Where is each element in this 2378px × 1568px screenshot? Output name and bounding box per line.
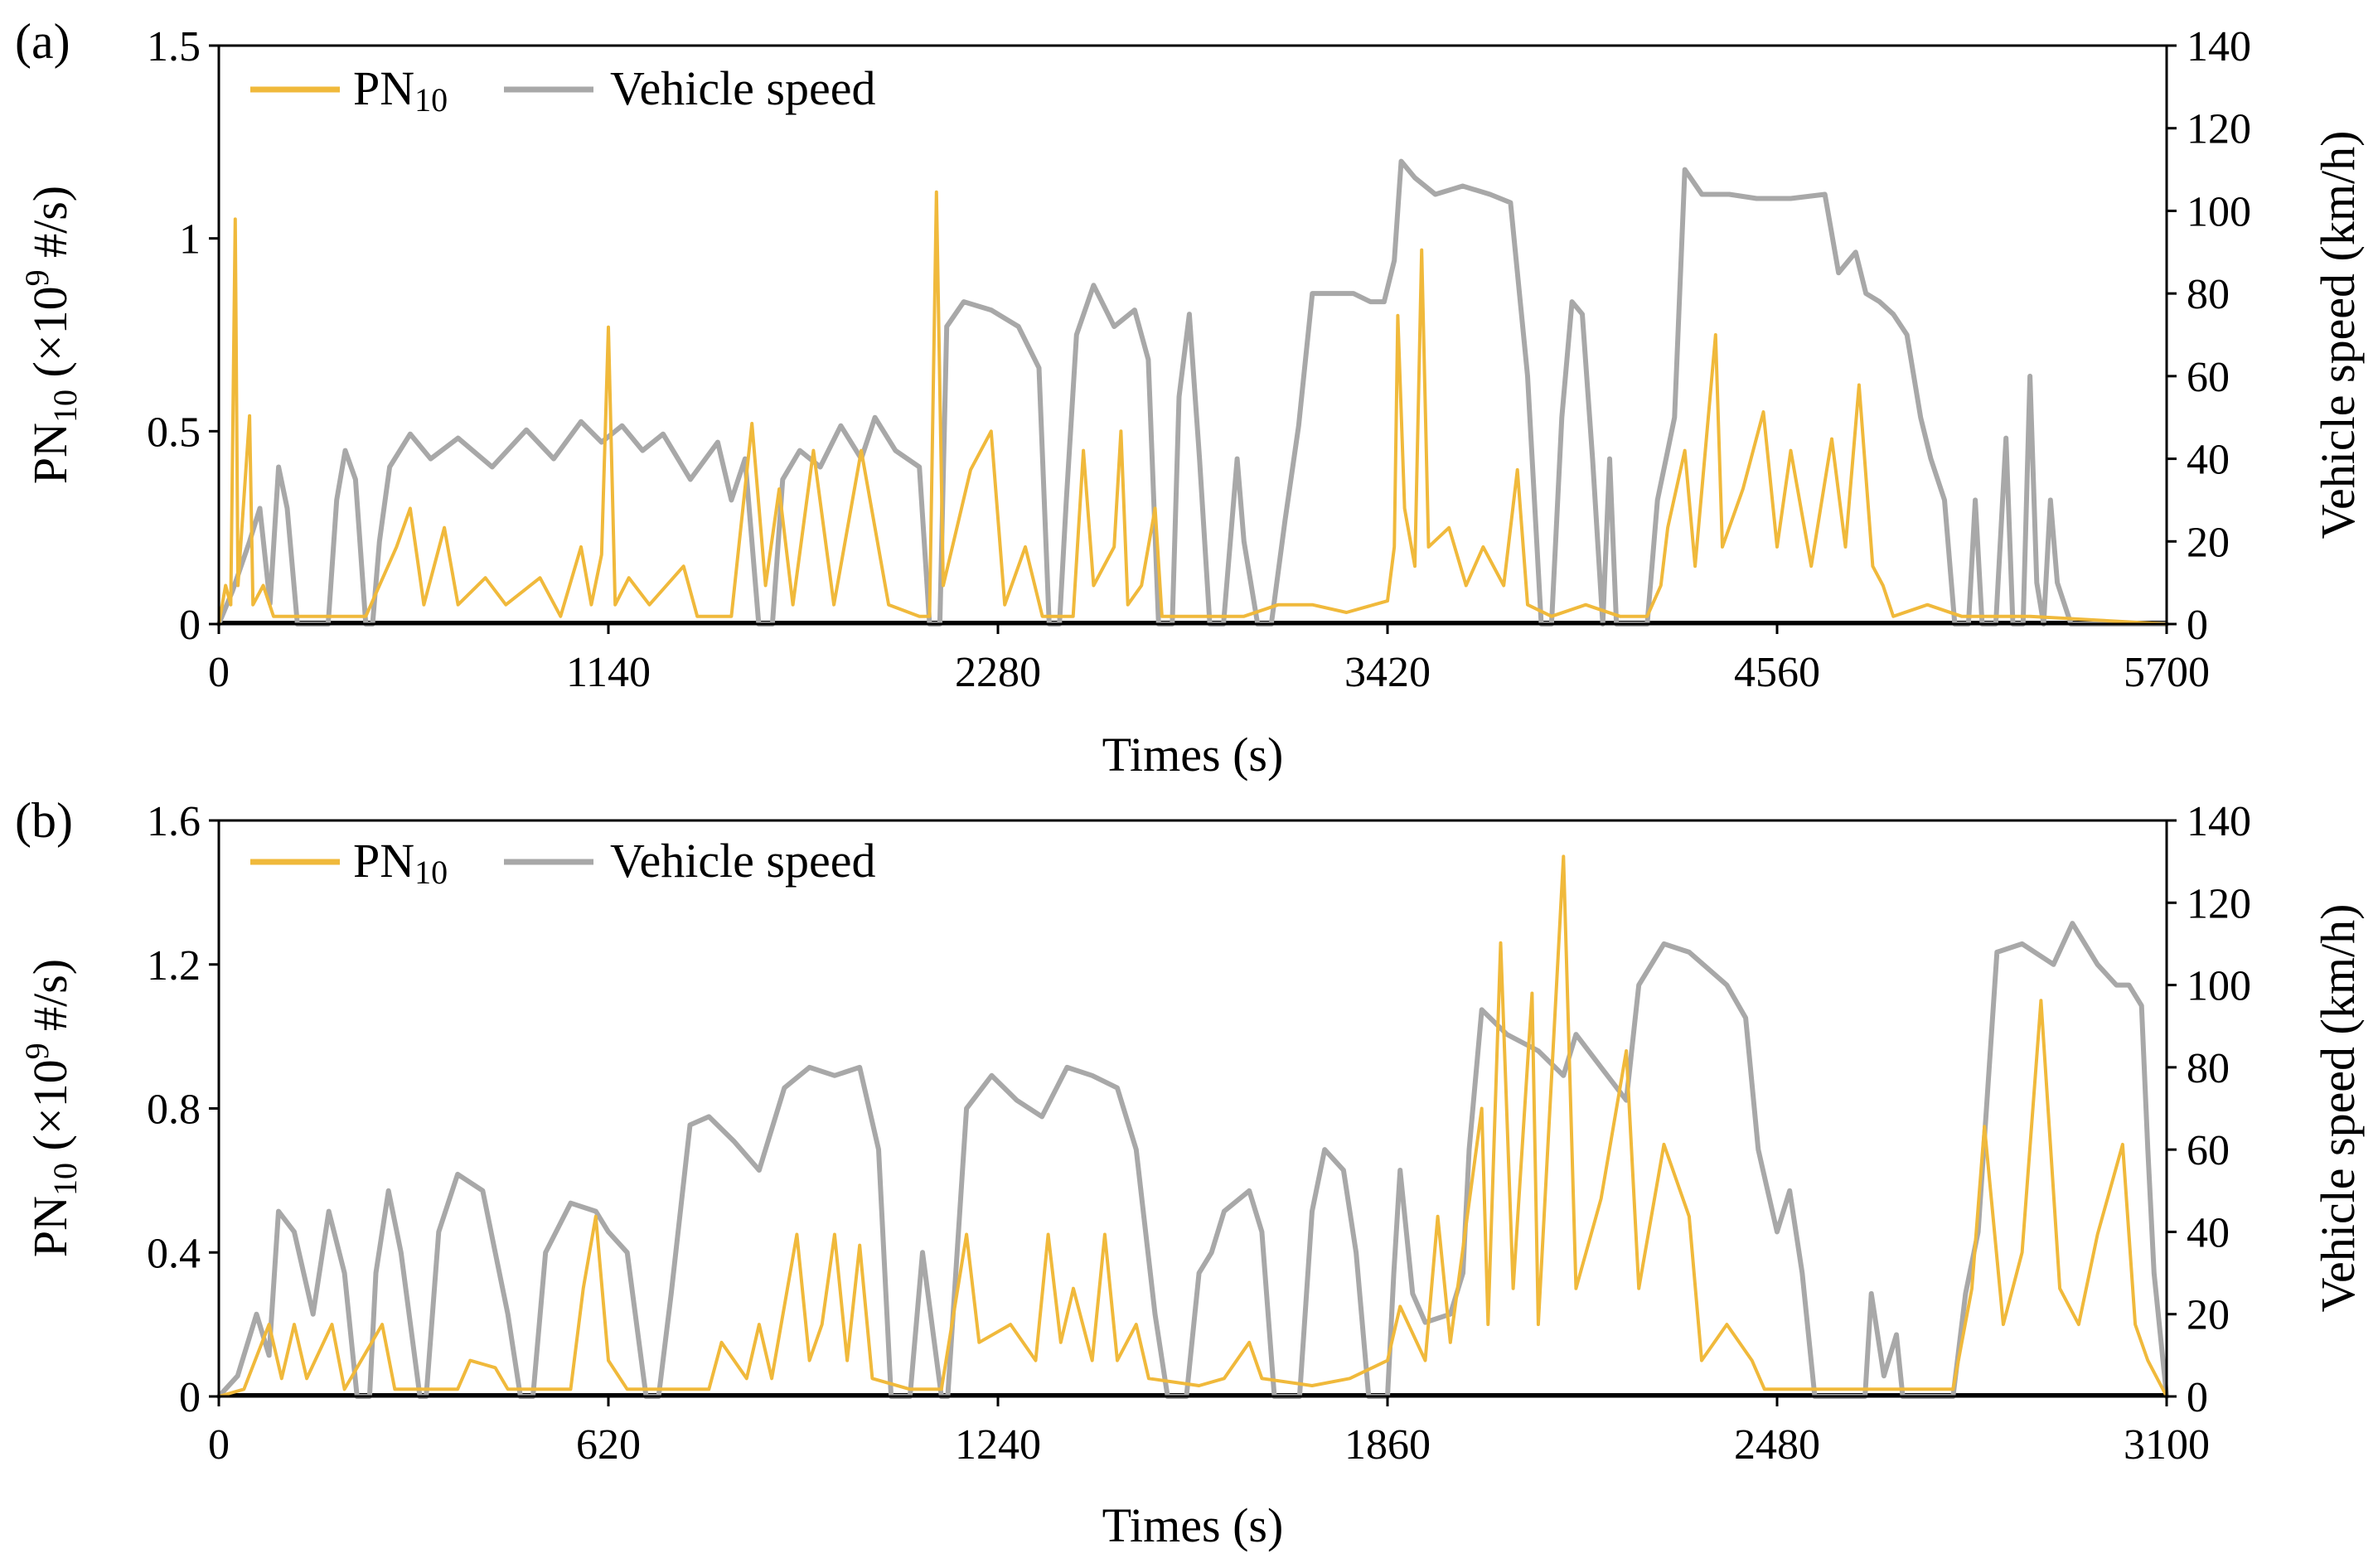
panel-a-speed-series-line	[216, 158, 2169, 627]
panel-b-right-y-tick-label: 140	[2187, 798, 2251, 845]
panel-a-right-y-tick-label: 0	[2187, 602, 2208, 649]
panel-b-x-tick-label: 2480	[1734, 1421, 1820, 1469]
panel-b-legend: PN10 Vehicle speed	[250, 834, 875, 891]
panel-b-left-y-axis-label: PN10 (×109 #/s)	[18, 959, 84, 1257]
panel-b-left-y-tick-label: 1.2	[147, 942, 201, 990]
panel-a-left-y-tick-label: 0	[179, 602, 201, 649]
panel-b-plot-area	[216, 854, 2169, 1399]
panel-b-right-y-tick-label: 120	[2187, 880, 2251, 927]
panel-a-right-y-tick-label: 80	[2187, 271, 2230, 318]
panel-b-right-y-ticks: 0 20 40 60 80 100 120 140	[2167, 798, 2251, 1421]
panel-a-x-axis-label: Times (s)	[1102, 728, 1284, 782]
panel-b-left-y-tick-label: 0.4	[147, 1230, 201, 1277]
panel-b-left-y-tick-label: 1.6	[147, 798, 201, 845]
panel-a-left-y-tick-label: 1	[179, 216, 201, 264]
panel-b-right-y-tick-label: 60	[2187, 1127, 2230, 1174]
panel-a-right-y-ticks: 0 20 40 60 80 100 120 140	[2167, 23, 2251, 649]
panel-b-legend-pn10-label: PN10	[353, 834, 448, 891]
panel-b-right-y-tick-label: 80	[2187, 1045, 2230, 1092]
panel-a-left-y-tick-label: 0.5	[147, 409, 201, 456]
panel-a-x-tick-label: 1140	[566, 649, 651, 696]
panel-a-x-tick-label: 0	[208, 649, 230, 696]
panel-b-x-tick-label: 3100	[2124, 1421, 2210, 1469]
panel-b-x-tick-label: 1240	[955, 1421, 1041, 1469]
panel-a-left-y-tick-label: 1.5	[147, 23, 201, 70]
panel-a-x-tick-label: 3420	[1344, 649, 1431, 696]
panel-b-tag: (b)	[15, 793, 73, 848]
panel-b-x-axis-label: Times (s)	[1102, 1498, 1284, 1552]
panel-b-left-y-tick-label: 0.8	[147, 1086, 201, 1134]
panel-b-left-y-tick-label: 0	[179, 1374, 201, 1421]
panel-b-x-tick-label: 0	[208, 1421, 230, 1469]
panel-b-x-tick-label: 620	[576, 1421, 641, 1469]
panel-a-legend-speed-label: Vehicle speed	[610, 61, 875, 115]
panel-a-x-tick-label: 5700	[2124, 649, 2210, 696]
panel-a-right-y-tick-label: 100	[2187, 188, 2251, 235]
panel-b-legend-speed-label: Vehicle speed	[610, 834, 875, 888]
panel-a-right-y-axis-label: Vehicle speed (km/h)	[2311, 131, 2365, 540]
panel-a-left-y-axis-label: PN10 (×109 #/s)	[18, 186, 84, 484]
panel-b-x-ticks: 0 620 1240 1860 2480 3100	[208, 1396, 2210, 1469]
panel-b-left-y-ticks: 0 0.4 0.8 1.2 1.6	[147, 798, 219, 1421]
panel-a-pn10-series-line	[217, 190, 2168, 626]
panel-a-right-y-tick-label: 40	[2187, 437, 2230, 484]
panel-a-frame	[217, 44, 2168, 626]
panel-b-right-y-tick-label: 0	[2187, 1374, 2208, 1421]
panel-b-right-y-tick-label: 40	[2187, 1209, 2230, 1256]
panel-a-right-y-tick-label: 20	[2187, 519, 2230, 566]
panel-a-plot-area	[216, 158, 2169, 627]
panel-a: (a) 0 1140 2280 3420 4560 5700 0 0.5 1 1.5 0 20 40…	[15, 14, 2365, 782]
panel-a-right-y-tick-label: 60	[2187, 354, 2230, 401]
panel-a-left-y-ticks: 0 0.5 1 1.5	[147, 23, 219, 649]
panel-b-right-y-tick-label: 20	[2187, 1292, 2230, 1339]
panel-a-x-ticks: 0 1140 2280 3420 4560 5700	[208, 624, 2210, 696]
panel-a-right-y-tick-label: 140	[2187, 23, 2251, 70]
panel-b-pn10-series-line	[217, 854, 2168, 1398]
panel-a-right-y-tick-label: 120	[2187, 106, 2251, 153]
panel-b-speed-series-line	[216, 921, 2169, 1399]
panel-b: (b) 0 620 1240 1860 2480 3100 0 0.4 0.8 1.2 1.6 0…	[15, 793, 2365, 1552]
panel-b-right-y-axis-label: Vehicle speed (km/h)	[2311, 904, 2365, 1313]
panel-b-x-tick-label: 1860	[1344, 1421, 1431, 1469]
panel-a-legend: PN10 Vehicle speed	[250, 61, 875, 119]
panel-a-x-tick-label: 2280	[955, 649, 1041, 696]
panel-a-tag: (a)	[15, 14, 70, 69]
panel-a-x-tick-label: 4560	[1734, 649, 1820, 696]
panel-b-right-y-tick-label: 100	[2187, 963, 2251, 1010]
panel-a-legend-pn10-label: PN10	[353, 61, 448, 119]
